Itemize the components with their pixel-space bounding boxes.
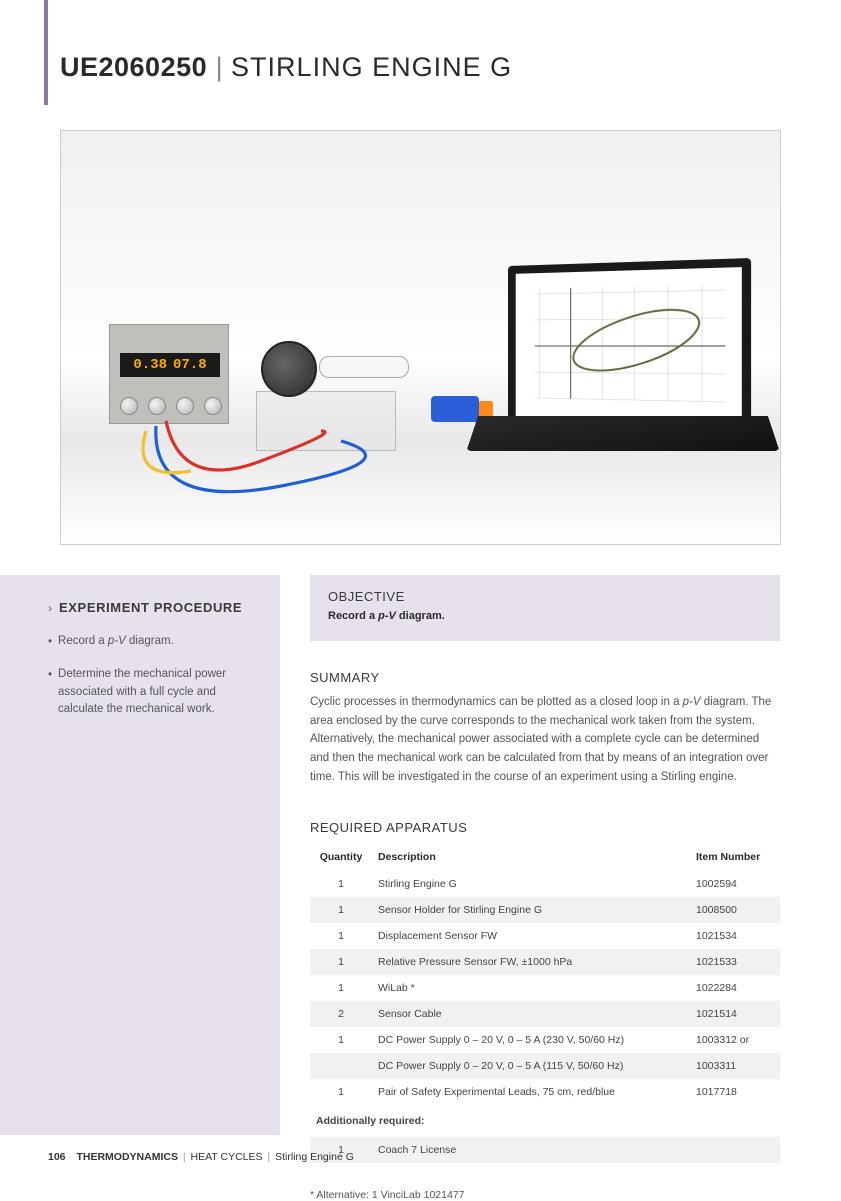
pv-diagram-chart bbox=[516, 267, 742, 425]
additional-required-row: Additionally required: bbox=[310, 1105, 780, 1137]
apparatus-title: REQUIRED APPARATUS bbox=[310, 820, 780, 835]
cell-num bbox=[690, 1137, 780, 1163]
stirling-engine-base bbox=[256, 391, 396, 451]
title-name: STIRLING ENGINE G bbox=[231, 52, 512, 82]
procedure-text: Determine the mechanical power associate… bbox=[58, 666, 256, 719]
table-row: 1 Displacement Sensor FW 1021534 bbox=[310, 923, 780, 949]
wilab-sensor bbox=[431, 396, 479, 422]
table-row: 1 Pair of Safety Experimental Leads, 75 … bbox=[310, 1079, 780, 1105]
psu-knobs bbox=[120, 397, 222, 415]
cell-desc: WiLab * bbox=[372, 975, 690, 1001]
table-row: 1 DC Power Supply 0 – 20 V, 0 – 5 A (230… bbox=[310, 1027, 780, 1053]
chevron-right-icon: › bbox=[48, 601, 52, 615]
procedure-item: • Record a p-V diagram. bbox=[48, 633, 256, 652]
main-content: SUMMARY Cyclic processes in thermodynami… bbox=[310, 670, 780, 1201]
table-row: 2 Sensor Cable 1021514 bbox=[310, 1001, 780, 1027]
psu-reading-left: 0.38 bbox=[133, 357, 167, 373]
cell-desc: Sensor Cable bbox=[372, 1001, 690, 1027]
cell-desc: DC Power Supply 0 – 20 V, 0 – 5 A (230 V… bbox=[372, 1027, 690, 1053]
col-item-number: Item Number bbox=[690, 843, 780, 871]
additional-label: Additionally required: bbox=[310, 1105, 780, 1137]
cell-num: 1021534 bbox=[690, 923, 780, 949]
summary-title: SUMMARY bbox=[310, 670, 780, 685]
page-number: 106 bbox=[48, 1151, 66, 1163]
col-quantity: Quantity bbox=[310, 843, 372, 871]
cell-qty: 1 bbox=[310, 923, 372, 949]
bullet-icon: • bbox=[48, 634, 52, 652]
cell-num: 1021514 bbox=[690, 1001, 780, 1027]
cell-num: 1003311 bbox=[690, 1053, 780, 1079]
apparatus-table: Quantity Description Item Number 1 Stirl… bbox=[310, 843, 780, 1163]
cell-desc: Pair of Safety Experimental Leads, 75 cm… bbox=[372, 1079, 690, 1105]
summary-text: Cyclic processes in thermodynamics can b… bbox=[310, 693, 780, 786]
cell-desc: Displacement Sensor FW bbox=[372, 923, 690, 949]
objective-text: Record a p-V diagram. bbox=[328, 610, 762, 622]
bullet-icon: • bbox=[48, 667, 52, 719]
laptop-screen bbox=[508, 258, 751, 434]
psu-display: 0.38 07.8 bbox=[120, 353, 220, 377]
col-description: Description bbox=[372, 843, 690, 871]
cell-qty bbox=[310, 1053, 372, 1079]
cell-qty: 1 bbox=[310, 949, 372, 975]
cell-desc: Stirling Engine G bbox=[372, 871, 690, 897]
stirling-engine-cylinder bbox=[319, 356, 409, 378]
title-separator: | bbox=[216, 52, 223, 82]
page-footer: 106 THERMODYNAMICS | HEAT CYCLES | Stirl… bbox=[48, 1151, 354, 1163]
table-row: 1 Sensor Holder for Stirling Engine G 10… bbox=[310, 897, 780, 923]
procedure-header: › EXPERIMENT PROCEDURE bbox=[48, 600, 256, 615]
laptop-keyboard bbox=[466, 416, 779, 451]
page-title: UE2060250 | STIRLING ENGINE G bbox=[60, 52, 512, 83]
table-row: 1 Coach 7 License bbox=[310, 1137, 780, 1163]
procedure-panel: › EXPERIMENT PROCEDURE • Record a p-V di… bbox=[0, 575, 280, 1135]
hero-illustration: 0.38 07.8 bbox=[60, 130, 781, 545]
cell-qty: 1 bbox=[310, 975, 372, 1001]
cell-num: 1002594 bbox=[690, 871, 780, 897]
title-code: UE2060250 bbox=[60, 52, 207, 82]
stirling-engine-flywheel bbox=[261, 341, 317, 397]
cell-qty: 2 bbox=[310, 1001, 372, 1027]
cell-qty: 1 bbox=[310, 1027, 372, 1053]
footer-section-3: Stirling Engine G bbox=[275, 1151, 354, 1163]
cell-qty: 1 bbox=[310, 897, 372, 923]
power-supply: 0.38 07.8 bbox=[109, 324, 229, 424]
objective-title: OBJECTIVE bbox=[328, 589, 762, 604]
knob-icon bbox=[204, 397, 222, 415]
cell-num: 1003312 or bbox=[690, 1027, 780, 1053]
footer-section-1: THERMODYNAMICS bbox=[76, 1151, 178, 1163]
knob-icon bbox=[176, 397, 194, 415]
footer-separator: | bbox=[183, 1151, 186, 1163]
procedure-item: • Determine the mechanical power associa… bbox=[48, 666, 256, 719]
cell-desc: Relative Pressure Sensor FW, ±1000 hPa bbox=[372, 949, 690, 975]
table-row: 1 WiLab * 1022284 bbox=[310, 975, 780, 1001]
cell-qty: 1 bbox=[310, 871, 372, 897]
cell-desc: Coach 7 License bbox=[372, 1137, 690, 1163]
cell-num: 1021533 bbox=[690, 949, 780, 975]
laptop bbox=[478, 266, 768, 491]
footer-separator: | bbox=[267, 1151, 270, 1163]
cell-qty: 1 bbox=[310, 1079, 372, 1105]
footer-section-2: HEAT CYCLES bbox=[191, 1151, 263, 1163]
table-row: 1 Stirling Engine G 1002594 bbox=[310, 871, 780, 897]
cell-desc: Sensor Holder for Stirling Engine G bbox=[372, 897, 690, 923]
table-row: 1 Relative Pressure Sensor FW, ±1000 hPa… bbox=[310, 949, 780, 975]
knob-icon bbox=[120, 397, 138, 415]
alternative-note: * Alternative: 1 VinciLab 1021477 bbox=[310, 1189, 780, 1201]
cell-num: 1022284 bbox=[690, 975, 780, 1001]
psu-reading-right: 07.8 bbox=[173, 357, 207, 373]
objective-panel: OBJECTIVE Record a p-V diagram. bbox=[310, 575, 780, 641]
cell-desc: DC Power Supply 0 – 20 V, 0 – 5 A (115 V… bbox=[372, 1053, 690, 1079]
cell-num: 1017718 bbox=[690, 1079, 780, 1105]
accent-bar bbox=[44, 0, 48, 105]
procedure-text: Record a p-V diagram. bbox=[58, 633, 174, 652]
table-row: DC Power Supply 0 – 20 V, 0 – 5 A (115 V… bbox=[310, 1053, 780, 1079]
knob-icon bbox=[148, 397, 166, 415]
table-header-row: Quantity Description Item Number bbox=[310, 843, 780, 871]
procedure-title: EXPERIMENT PROCEDURE bbox=[59, 600, 242, 615]
cell-num: 1008500 bbox=[690, 897, 780, 923]
